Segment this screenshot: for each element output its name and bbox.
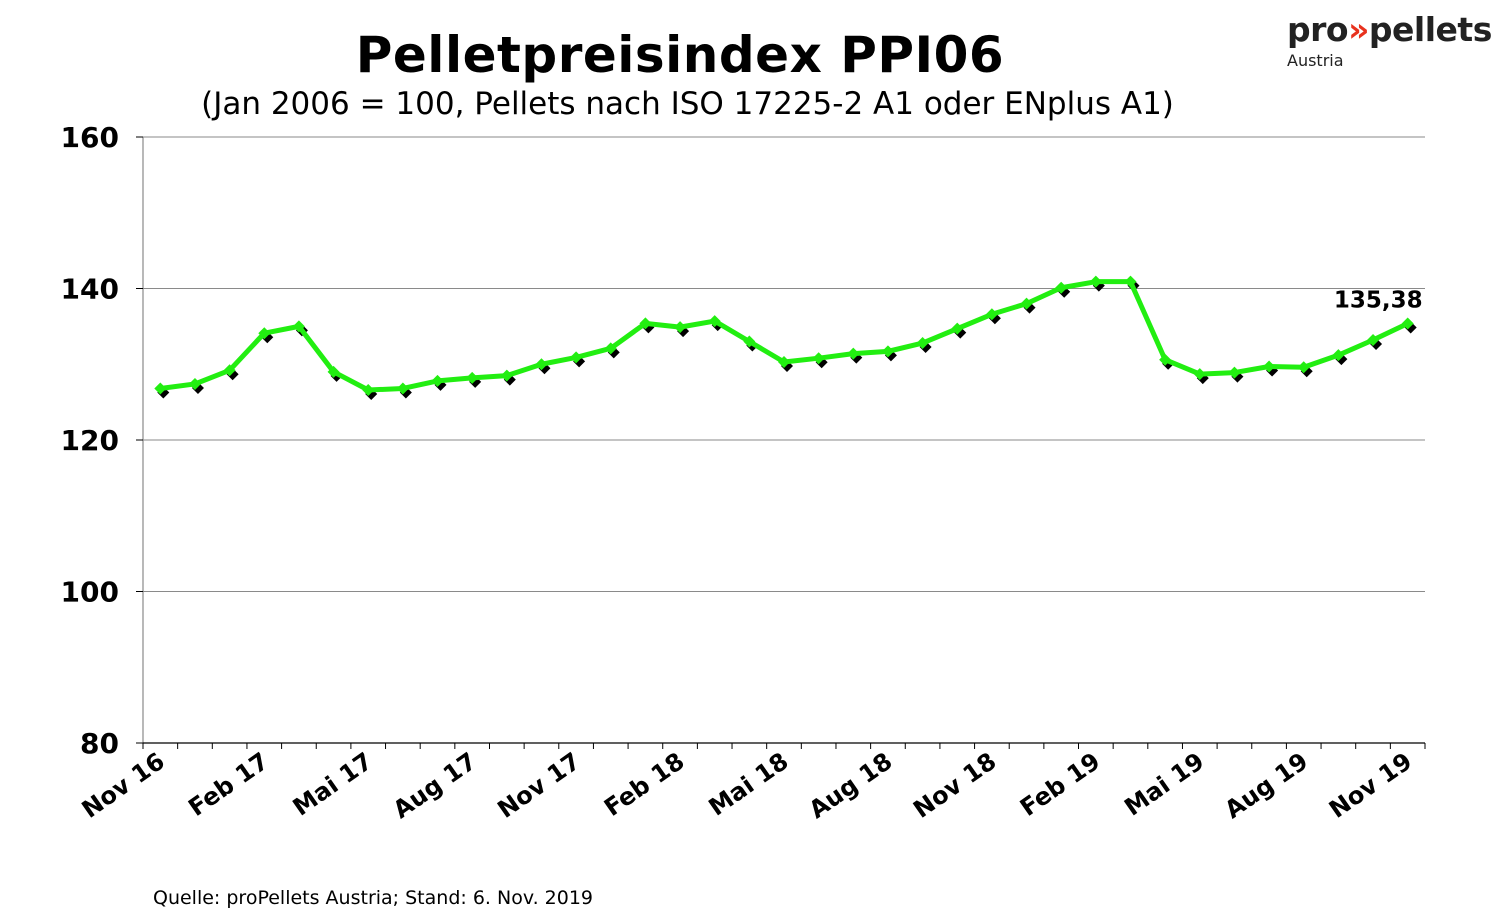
- x-axis-ticks: Nov 16 Feb 17 Mai 17 Aug 17 Nov 17 Feb 18 Mai …: [77, 743, 1426, 824]
- data-point-marker: [396, 382, 409, 395]
- x-tick-label: Nov 18: [908, 747, 1001, 824]
- data-point-marker: [188, 377, 201, 390]
- chart-title: Pelletpreisindex PPI06: [355, 26, 1005, 84]
- source-note: Quelle: proPellets Austria; Stand: 6. No…: [153, 887, 594, 909]
- data-label: 135,38: [1334, 287, 1423, 313]
- x-tick-label: Nov 19: [1324, 747, 1417, 824]
- data-point-marker: [1228, 366, 1241, 379]
- x-tick-label: Mai 17: [288, 747, 378, 822]
- data-point-marker: [535, 358, 548, 371]
- data-point-marker: [154, 382, 167, 395]
- x-tick-label: Aug 17: [388, 747, 482, 824]
- data-point-marker: [1020, 297, 1033, 310]
- data-point-marker: [466, 371, 479, 384]
- data-point-marker: [1297, 361, 1310, 374]
- data-labels: 135,38: [1334, 287, 1423, 313]
- data-point-marker: [1055, 281, 1068, 294]
- data-point-marker: [674, 321, 687, 334]
- series-line: [154, 275, 1414, 397]
- x-tick-label: Nov 17: [493, 747, 586, 824]
- data-point-marker: [1124, 275, 1137, 288]
- y-tick-label: 160: [61, 121, 119, 154]
- data-point-marker: [223, 364, 236, 377]
- data-point-marker: [570, 351, 583, 364]
- logo-chevrons: »: [1348, 10, 1369, 49]
- propellets-logo: pro»pellets Austria: [1287, 10, 1492, 70]
- data-point-marker: [500, 369, 513, 382]
- x-tick-label: Aug 18: [804, 747, 898, 824]
- data-point-marker: [431, 374, 444, 387]
- data-point-marker: [812, 352, 825, 365]
- x-tick-label: Feb 17: [183, 747, 273, 822]
- data-point-marker: [951, 322, 964, 335]
- data-point-marker: [604, 342, 617, 355]
- x-tick-label: Feb 18: [599, 747, 689, 822]
- data-point-marker: [1367, 334, 1380, 347]
- y-tick-label: 80: [80, 727, 119, 760]
- data-point-marker: [847, 347, 860, 360]
- data-point-marker: [1089, 275, 1102, 288]
- x-tick-label: Mai 19: [1119, 747, 1209, 822]
- chart-subtitle: (Jan 2006 = 100, Pellets nach ISO 17225-…: [201, 86, 1174, 122]
- data-point-marker: [1401, 317, 1414, 330]
- y-axis-ticks: 80 100 120 140 160: [61, 121, 143, 760]
- data-point-marker: [881, 345, 894, 358]
- logo-subtitle: Austria: [1287, 51, 1344, 70]
- data-point-marker: [639, 317, 652, 330]
- data-point-marker: [708, 315, 721, 328]
- data-point-marker: [327, 365, 340, 378]
- data-point-marker: [1159, 353, 1172, 366]
- series-line: [159, 279, 1409, 393]
- logo-wordmark: pro»pellets: [1287, 10, 1492, 49]
- data-point-marker: [258, 327, 271, 340]
- y-tick-label: 100: [61, 576, 119, 609]
- data-point-marker: [1332, 349, 1345, 362]
- series-shadow-markers: [157, 279, 1417, 401]
- logo-text-left: pro: [1287, 10, 1349, 49]
- logo-text-right: pellets: [1368, 10, 1492, 49]
- x-tick-label: Aug 19: [1220, 747, 1314, 824]
- data-point-marker: [1263, 360, 1276, 373]
- data-point-marker: [985, 308, 998, 321]
- data-point-marker: [916, 337, 929, 350]
- y-tick-label: 120: [61, 424, 119, 457]
- x-tick-label: Feb 19: [1015, 747, 1105, 822]
- grid-lines: [143, 136, 1425, 592]
- data-point-marker: [1193, 368, 1206, 381]
- data-point-marker: [778, 355, 790, 368]
- x-tick-label: Mai 18: [704, 747, 794, 822]
- data-point-marker: [292, 320, 305, 333]
- data-point-marker: [743, 335, 756, 348]
- data-point-marker: [362, 384, 375, 397]
- y-tick-label: 140: [61, 273, 119, 306]
